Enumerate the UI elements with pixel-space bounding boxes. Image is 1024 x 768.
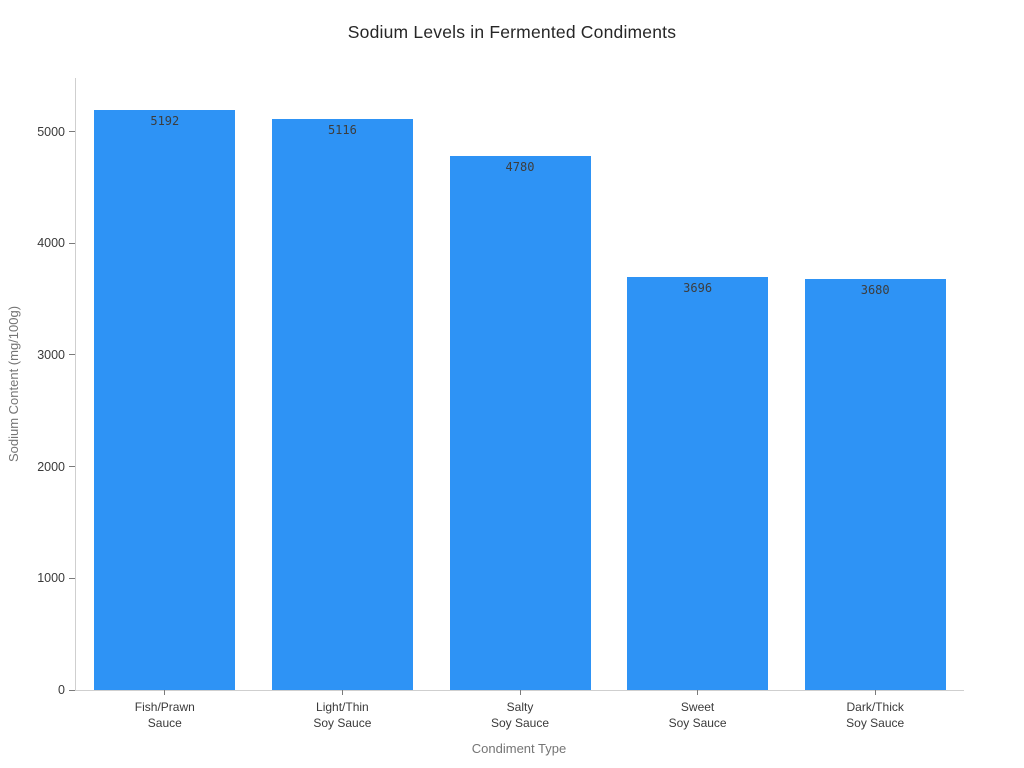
y-tick-mark (69, 242, 75, 244)
x-tick-label-line: Soy Sauce (313, 716, 372, 730)
bar-value-label: 5116 (327, 122, 357, 137)
x-tick-label-line: Salty (506, 700, 534, 714)
x-tick-mark (341, 690, 343, 695)
bar: 4780 (449, 156, 591, 690)
bar-value-label: 3680 (860, 283, 890, 298)
bar: 3696 (627, 277, 769, 690)
x-tick-label-line: Soy Sauce (490, 716, 550, 730)
x-tick-label: Sweet Soy Sauce (618, 699, 778, 731)
y-tick-mark (69, 131, 75, 133)
x-tick-label: Salty Soy Sauce (440, 699, 600, 731)
y-tick-label: 4000 (37, 236, 65, 251)
x-tick-label-line: Soy Sauce (668, 716, 727, 730)
chart-title: Sodium Levels in Fermented Condiments (347, 22, 677, 42)
bar-value-label: 5192 (150, 114, 180, 129)
x-tick-label-line: Light/Thin (316, 700, 369, 714)
y-axis-title-text: Sodium Content (mg/100g) (6, 305, 21, 463)
x-tick-mark (164, 690, 166, 695)
y-tick-mark (69, 689, 75, 691)
x-tick-label-line: Sweet (680, 700, 715, 714)
y-tick-label: 2000 (37, 459, 65, 474)
bar: 5116 (271, 118, 413, 690)
y-tick-label: 0 (58, 683, 65, 697)
y-tick-mark (69, 354, 75, 356)
x-tick-label-line: Dark/Thick (846, 700, 904, 714)
x-axis-title: Condiment Type (471, 741, 567, 756)
x-tick-mark (874, 690, 876, 695)
x-tick-label-line: Fish/Prawn (134, 700, 195, 714)
x-tick-label: Dark/Thick Soy Sauce (795, 699, 955, 731)
x-tick-label: Fish/Prawn Sauce (85, 699, 245, 731)
x-tick-label: Light/Thin Soy Sauce (262, 699, 422, 731)
y-tick-mark (69, 466, 75, 468)
y-tick-label: 5000 (37, 124, 65, 139)
bar: 5192 (94, 110, 236, 690)
x-tick-label-line: Soy Sauce (846, 716, 905, 730)
x-tick-mark (519, 690, 521, 695)
x-tick-label-line: Sauce (147, 716, 182, 730)
y-tick-label: 1000 (37, 571, 65, 586)
bar: 3680 (804, 279, 946, 690)
bar-value-label: 3696 (683, 281, 713, 296)
x-tick-mark (697, 690, 699, 695)
y-tick-mark (69, 577, 75, 579)
y-tick-label: 3000 (37, 347, 65, 362)
bar-value-label: 4780 (505, 160, 535, 175)
plot-area: 0 1000 2000 3000 4000 5000 5192 Fish/Prawn Sauce… (37, 78, 964, 730)
